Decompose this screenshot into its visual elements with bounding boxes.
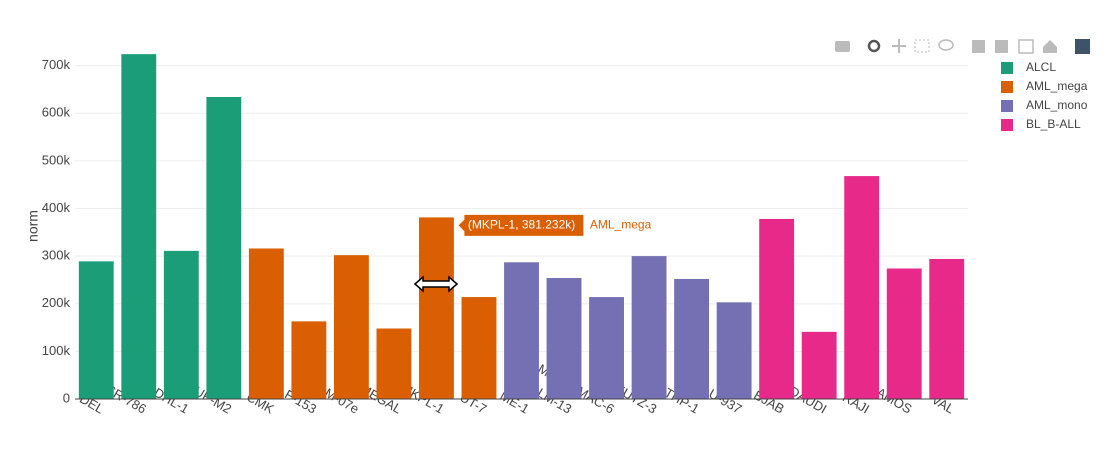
legend-label: ALCL: [1026, 60, 1056, 74]
reset-icon[interactable]: [1043, 40, 1057, 53]
bar: [461, 297, 497, 399]
bar: [121, 54, 157, 399]
bar: [546, 278, 582, 399]
bar: [844, 176, 880, 399]
legend-swatch: [1001, 100, 1013, 112]
bar: [929, 258, 965, 399]
bar: [291, 321, 327, 399]
y-tick-label: 400k: [42, 200, 71, 215]
bar: [78, 261, 114, 399]
bar: [419, 217, 454, 399]
y-tick-label: 300k: [42, 248, 71, 263]
tooltip-box: [457, 213, 585, 237]
cursor: [413, 275, 459, 293]
bar: [631, 256, 667, 399]
tooltip-series: AML_mega: [590, 218, 652, 232]
zoom-out-icon[interactable]: [995, 40, 1008, 53]
bar: [376, 328, 412, 399]
y-tick-label: 600k: [42, 105, 71, 120]
lasso-icon[interactable]: [938, 39, 954, 51]
bar: [206, 97, 242, 399]
bar: [674, 278, 710, 399]
bar: [248, 248, 284, 399]
zoom-in-icon[interactable]: [972, 40, 985, 53]
autoscale-icon[interactable]: [1018, 39, 1034, 54]
legend-label: AML_mega: [1026, 79, 1088, 93]
bar: [886, 268, 922, 399]
y-tick-label: 200k: [42, 295, 71, 310]
zoom-icon[interactable]: [867, 39, 881, 53]
plotly-logo[interactable]: [1075, 39, 1090, 54]
bar: [716, 302, 752, 399]
y-tick-label: 700k: [42, 57, 71, 72]
select-icon[interactable]: [914, 39, 930, 53]
bar: [504, 262, 539, 399]
bar: [589, 297, 624, 399]
bar: [759, 218, 795, 399]
y-tick-label: 0: [63, 390, 70, 405]
bar: [333, 255, 369, 399]
pan-icon[interactable]: [892, 39, 906, 53]
y-tick-label: 100k: [42, 343, 71, 358]
legend-label: BL_B-ALL: [1026, 117, 1081, 131]
legend-swatch: [1001, 62, 1013, 74]
legend-label: AML_mono: [1026, 98, 1088, 112]
bar: [801, 331, 837, 399]
y-tick-label: 500k: [42, 152, 71, 167]
y-axis-title: norm: [25, 210, 41, 242]
camera-icon[interactable]: [835, 41, 850, 52]
modebar[interactable]: [835, 39, 1090, 54]
legend-swatch: [1001, 119, 1013, 131]
bar: [163, 250, 199, 399]
tooltip-text: (MKPL-1, 381.232k): [468, 218, 575, 232]
legend-swatch: [1001, 81, 1013, 93]
